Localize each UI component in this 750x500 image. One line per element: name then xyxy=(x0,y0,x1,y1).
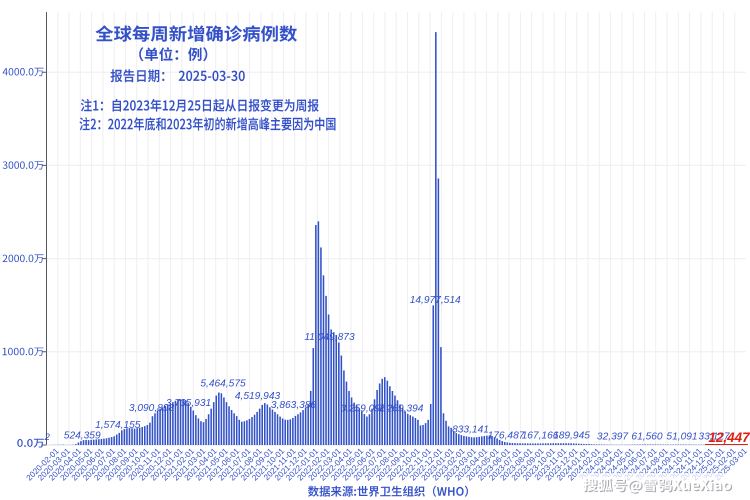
svg-text:2: 2 xyxy=(44,432,51,443)
svg-text:5,464,575: 5,464,575 xyxy=(200,378,246,389)
svg-text:61,560: 61,560 xyxy=(631,432,662,443)
svg-text:3,259,098: 3,259,098 xyxy=(340,404,386,415)
svg-text:3,090,898: 3,090,898 xyxy=(129,403,175,414)
svg-text:32,397: 32,397 xyxy=(597,432,628,443)
svg-text:51,091: 51,091 xyxy=(666,432,697,443)
svg-text:11,049,873: 11,049,873 xyxy=(304,332,355,343)
svg-text:524,359: 524,359 xyxy=(64,431,101,442)
svg-text:3,269,394: 3,269,394 xyxy=(378,404,424,415)
svg-text:4,519,943: 4,519,943 xyxy=(235,391,281,402)
svg-text:176,487: 176,487 xyxy=(488,431,525,442)
svg-text:3,735,931: 3,735,931 xyxy=(166,398,211,409)
svg-text:3,863,386: 3,863,386 xyxy=(271,400,317,411)
svg-text:1,574,155: 1,574,155 xyxy=(95,420,141,431)
svg-text:33,127: 33,127 xyxy=(698,432,729,443)
svg-text:12,447: 12,447 xyxy=(708,430,750,445)
svg-text:833,141: 833,141 xyxy=(452,425,489,436)
svg-text:14,977,514: 14,977,514 xyxy=(410,295,461,306)
svg-text:167,166: 167,166 xyxy=(522,431,559,442)
svg-text:189,945: 189,945 xyxy=(553,431,590,442)
